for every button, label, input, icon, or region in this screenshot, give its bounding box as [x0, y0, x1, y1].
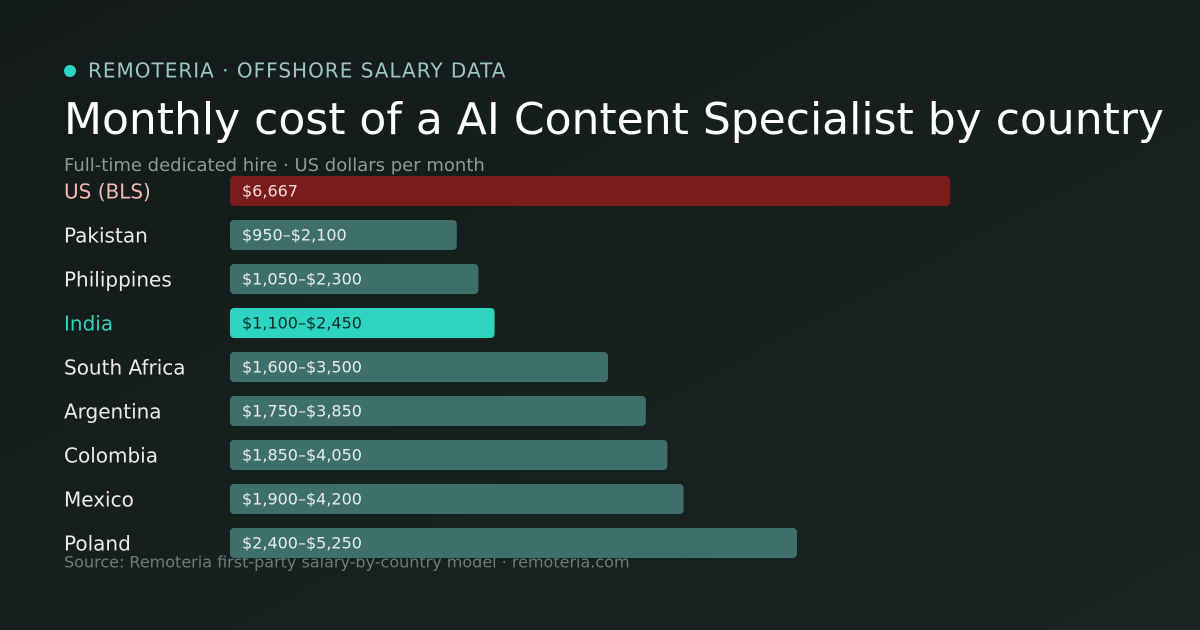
- value-label: $1,850–$4,050: [242, 446, 362, 465]
- bar: [230, 308, 495, 338]
- category-label: Argentina: [64, 400, 162, 424]
- bar: [230, 264, 479, 294]
- bar: [230, 176, 950, 206]
- category-label: Poland: [64, 532, 131, 556]
- category-label: India: [64, 312, 113, 336]
- brand: REMOTERIA · OFFSHORE SALARY DATA: [88, 59, 506, 83]
- value-label: $1,750–$3,850: [242, 402, 362, 421]
- category-label: Mexico: [64, 488, 134, 512]
- chart-subtitle: Full-time dedicated hire · US dollars pe…: [64, 155, 485, 176]
- category-label: US (BLS): [64, 180, 151, 204]
- value-label: $1,600–$3,500: [242, 358, 362, 377]
- bar: [230, 220, 457, 250]
- value-label: $1,900–$4,200: [242, 490, 362, 509]
- value-label: $2,400–$5,250: [242, 534, 362, 553]
- bar: [230, 352, 608, 382]
- value-label: $6,667: [242, 182, 298, 201]
- bar: [230, 528, 797, 558]
- bar: [230, 484, 684, 514]
- bar: [230, 440, 668, 470]
- value-label: $950–$2,100: [242, 226, 347, 245]
- category-label: Colombia: [64, 444, 158, 468]
- category-label: Philippines: [64, 268, 172, 292]
- category-label: South Africa: [64, 356, 186, 380]
- category-label: Pakistan: [64, 224, 148, 248]
- value-label: $1,050–$2,300: [242, 270, 362, 289]
- brand-dot: [64, 65, 76, 77]
- bar: [230, 396, 646, 426]
- value-label: $1,100–$2,450: [242, 314, 362, 333]
- chart-title: Monthly cost of a AI Content Specialist …: [64, 94, 1164, 145]
